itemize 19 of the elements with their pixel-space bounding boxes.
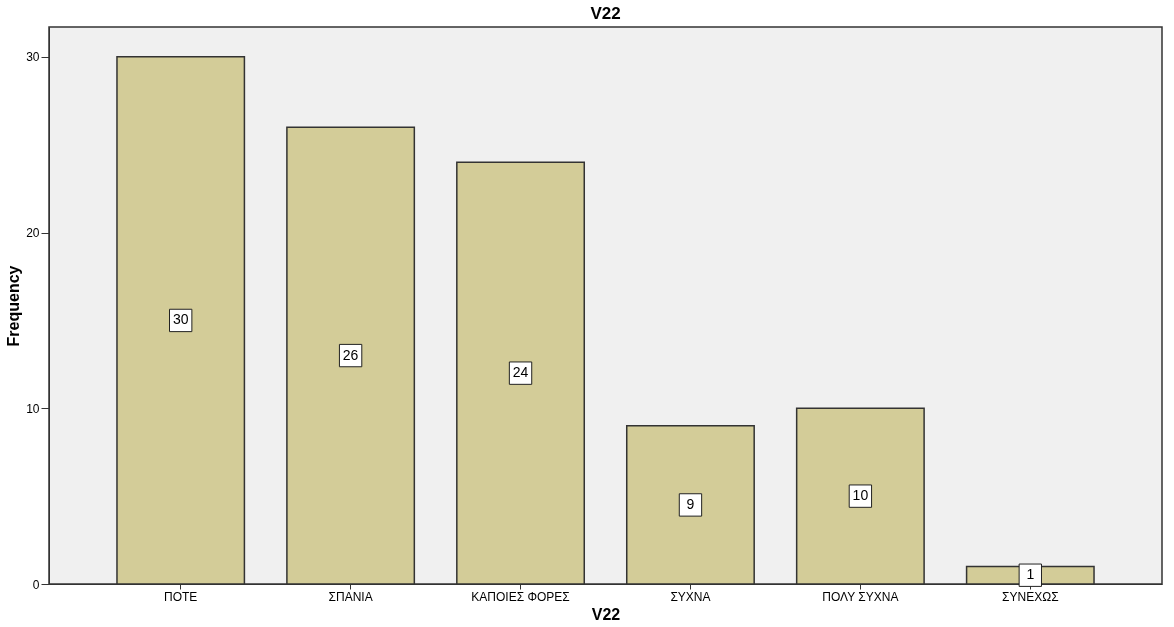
x-tick-label: ΣΠΑΝΙΑ (328, 589, 373, 604)
data-label: 30 (172, 311, 189, 328)
data-label: 1 (1026, 566, 1035, 583)
chart-title: V22 (590, 4, 621, 23)
x-tick-label: ΠΟΤΕ (164, 589, 198, 604)
y-axis-title: Frequency (5, 265, 23, 347)
data-label: 26 (342, 346, 359, 363)
y-tick-label: 10 (26, 401, 40, 416)
x-axis-title: V22 (591, 605, 621, 623)
data-label: 9 (686, 495, 695, 512)
y-tick-label: 20 (26, 226, 40, 241)
data-label: 24 (512, 364, 529, 381)
y-tick-label: 30 (26, 50, 40, 65)
x-tick-label: ΣΥΧΝΑ (670, 589, 711, 604)
x-tick-label: ΣΥΝΕΧΩΣ (1002, 589, 1059, 604)
x-tick-label: ΠΟΛΥ ΣΥΧΝΑ (822, 589, 899, 604)
x-tick-label: ΚΑΠΟΙΕΣ ΦΟΡΕΣ (471, 589, 570, 604)
y-tick-label: 0 (32, 577, 40, 592)
data-label: 10 (852, 487, 869, 504)
